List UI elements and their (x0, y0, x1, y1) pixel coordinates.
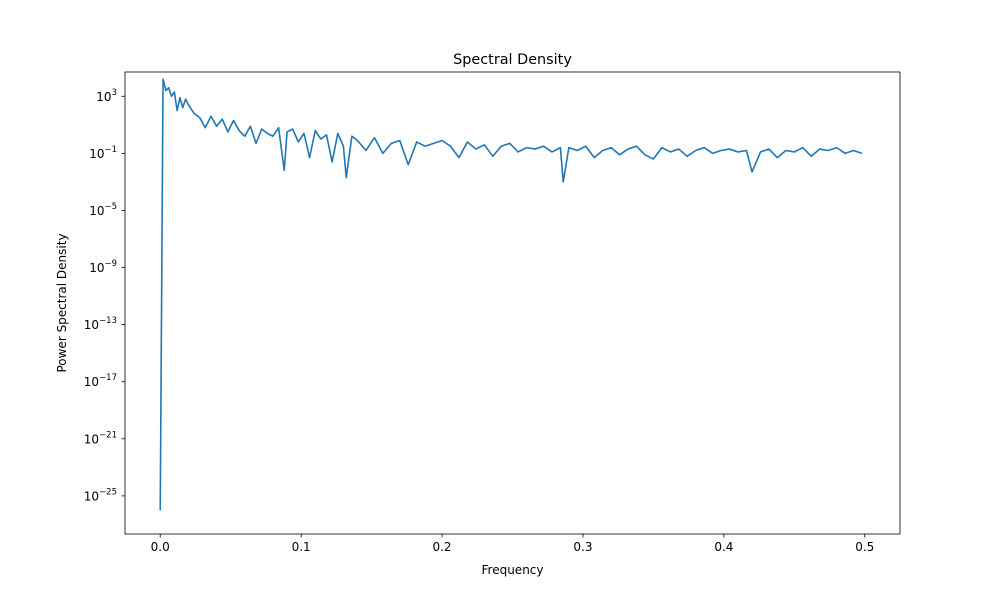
y-tick-label: 10−1 (89, 145, 117, 161)
x-tick-label: 0.1 (292, 540, 311, 554)
x-axis: 0.0 0.1 0.2 0.3 0.4 0.5 (151, 534, 874, 554)
x-tick-label: 0.5 (855, 540, 874, 554)
y-tick-label: 10−5 (89, 202, 117, 218)
y-axis: 103 10−1 10−5 10−9 10−13 10−17 10−21 10−25 (84, 88, 125, 503)
chart-title: Spectral Density (453, 52, 572, 68)
psd-series-line (159, 78, 863, 511)
y-tick-label: 10−17 (84, 373, 117, 389)
x-tick-label: 0.0 (151, 540, 170, 554)
x-tick-label: 0.4 (714, 540, 733, 554)
y-tick-label: 10−21 (84, 430, 117, 446)
y-tick-label: 10−25 (84, 487, 117, 503)
axes-frame (124, 71, 901, 535)
x-tick-label: 0.3 (573, 540, 592, 554)
y-tick-label: 103 (96, 88, 117, 104)
plot-area (159, 78, 863, 511)
y-tick-label: 10−13 (84, 316, 117, 332)
y-axis-label: Power Spectral Density (55, 233, 69, 372)
x-axis-label: Frequency (482, 563, 544, 577)
y-tick-label: 10−9 (89, 259, 117, 275)
x-tick-label: 0.2 (432, 540, 451, 554)
